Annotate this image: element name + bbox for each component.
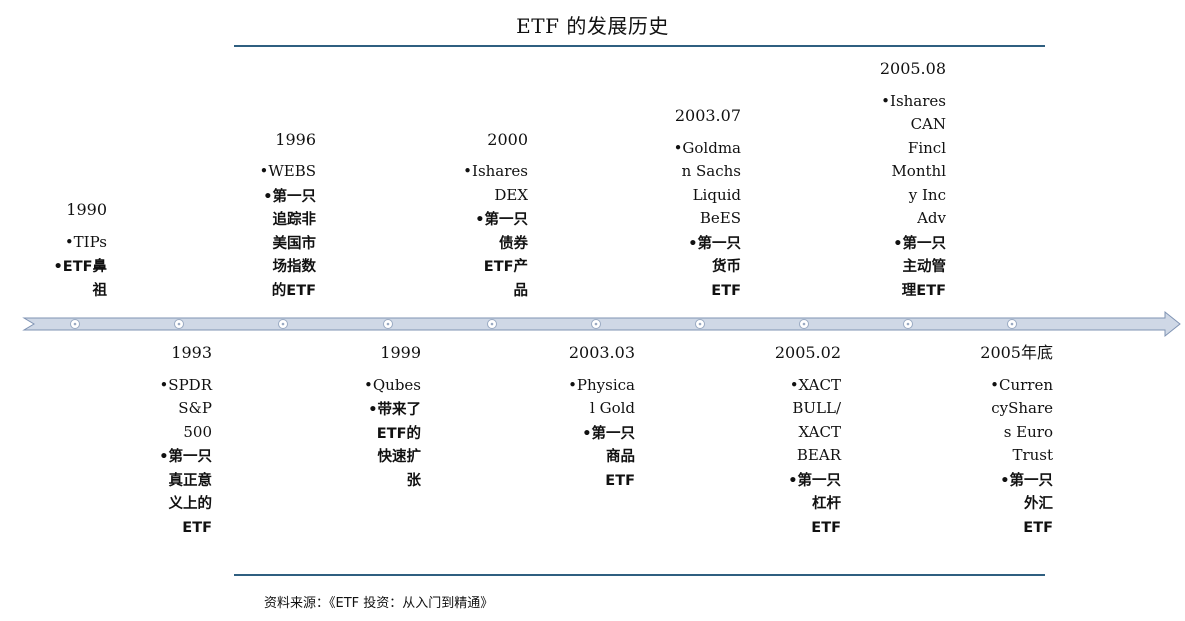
timeline-marker-center <box>594 322 598 326</box>
event-description: •第一只 商品 ETF <box>582 425 635 489</box>
timeline-marker-center <box>906 322 910 326</box>
event-year: 1993 <box>171 343 212 362</box>
event-product: •Curren cyShare s Euro Trust <box>990 375 1053 465</box>
event-product: •WEBS <box>259 162 316 180</box>
event-7: 2005.02 •XACT BULL/ XACT BEAR •第一只 杠杆 ETF <box>775 341 841 542</box>
timeline-arrow-body <box>22 310 1181 338</box>
bottom-rule <box>234 574 1045 576</box>
event-year: 2005.02 <box>774 343 841 362</box>
event-product: •Qubes <box>364 375 421 394</box>
event-description: •ETF鼻 祖 <box>53 259 107 299</box>
event-year: 2005年底 <box>980 343 1053 362</box>
event-product: •SPDR S&P 500 <box>159 375 212 441</box>
event-product: •XACT BULL/ XACT BEAR <box>789 375 841 465</box>
event-8: 2005.08 •Ishares CAN Fincl Monthl y Inc A… <box>880 57 946 305</box>
event-product: •TIPs <box>64 232 107 251</box>
event-year: 1990 <box>66 200 107 219</box>
event-product: •Physica l Gold <box>568 375 635 418</box>
timeline-arrow <box>22 310 1181 338</box>
event-4: 2000 •Ishares DEX •第一只 债券 ETF产 品 <box>463 128 528 306</box>
top-rule <box>234 45 1045 47</box>
event-description: •第一只 主动管 理ETF <box>893 235 946 299</box>
event-year: 1999 <box>380 343 421 362</box>
event-product: •Ishares DEX <box>463 162 528 204</box>
timeline-marker-center <box>698 322 702 326</box>
event-description: •带来了 ETF的 快速扩 张 <box>368 402 421 489</box>
event-description: •第一只 真正意 义上的 ETF <box>159 449 212 536</box>
timeline-marker-center <box>1010 322 1014 326</box>
event-0: 1990 •TIPs •ETF鼻 祖 <box>54 198 107 305</box>
event-description: •第一只 货币 ETF <box>688 235 741 299</box>
event-2: 1996 •WEBS •第一只 追踪非 美国市 场指数 的ETF <box>259 128 316 306</box>
event-description: •第一只 外汇 ETF <box>1000 472 1053 536</box>
timeline-marker-center <box>73 322 77 326</box>
event-description: •第一只 追踪非 美国市 场指数 的ETF <box>263 188 316 299</box>
event-product: •Goldma n Sachs Liquid BeES <box>673 138 741 228</box>
event-year: 1996 <box>275 129 316 149</box>
event-product: •Ishares CAN Fincl Monthl y Inc Adv <box>881 91 946 228</box>
event-description: •第一只 杠杆 ETF <box>788 472 841 536</box>
timeline-marker-center <box>490 322 494 326</box>
event-3: 1999 •Qubes •带来了 ETF的 快速扩 张 <box>364 341 421 495</box>
event-year: 2000 <box>487 129 528 149</box>
timeline-marker-center <box>802 322 806 326</box>
timeline-marker-center <box>386 322 390 326</box>
timeline-marker-center <box>177 322 181 326</box>
source-note: 资料来源：《ETF 投资：从入门到精通》 <box>264 596 494 611</box>
event-9: 2005年底 •Curren cyShare s Euro Trust •第一只 外… <box>980 341 1053 542</box>
event-description: •第一只 债券 ETF产 品 <box>475 212 528 299</box>
event-year: 2003.03 <box>568 343 635 362</box>
chart-title: ETF 的发展历史 <box>516 14 669 38</box>
timeline-marker-center <box>281 322 285 326</box>
event-year: 2005.08 <box>879 59 946 78</box>
event-5: 2003.03 •Physica l Gold •第一只 商品 ETF <box>568 341 635 495</box>
event-6: 2003.07 •Goldma n Sachs Liquid BeES •第一只 货… <box>674 104 741 305</box>
event-year: 2003.07 <box>674 106 741 125</box>
event-1: 1993 •SPDR S&P 500 •第一只 真正意 义上的 ETF <box>159 341 212 542</box>
